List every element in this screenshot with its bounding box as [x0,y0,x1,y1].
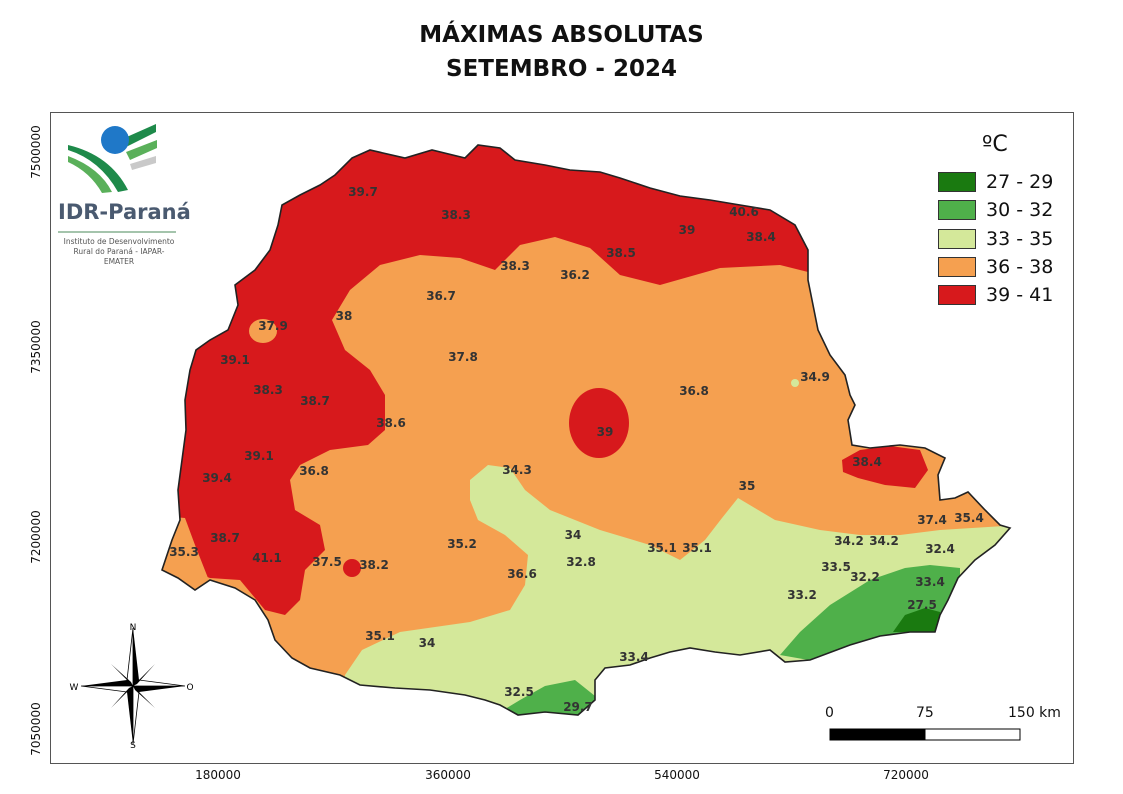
station-value: 37.4 [917,513,947,527]
legend-label: 27 - 29 [986,171,1054,193]
map-title-line2: SETEMBRO - 2024 [446,56,677,82]
station-value: 37.5 [312,555,342,569]
station-value: 29.7 [563,700,593,714]
station-value: 36.2 [560,268,590,282]
station-value: 38.3 [500,259,530,273]
station-value: 33.4 [619,650,649,664]
compass-w: W [70,683,79,693]
station-value: 38.7 [300,394,330,408]
compass-rose-icon: N S O W [70,623,194,751]
station-value: 35.1 [682,541,712,555]
scale-bar [829,728,1021,741]
map-title-line1: MÁXIMAS ABSOLUTAS [419,22,704,48]
legend-item: 33 - 35 [938,228,1053,250]
station-value: 35.2 [447,537,477,551]
station-value: 38.7 [210,531,240,545]
x-tick-label: 180000 [195,768,241,782]
station-value: 33.2 [787,588,817,602]
station-value: 39.1 [220,353,250,367]
x-tick-label: 360000 [425,768,471,782]
station-value: 36.6 [507,567,537,581]
station-value: 35 [739,479,756,493]
scale-label-75: 75 [916,705,934,721]
logo-subtitle: Instituto de Desenvolvimento Rural do Pa… [60,237,178,267]
station-value: 38.4 [746,230,776,244]
station-value: 39.1 [244,449,274,463]
station-value: 33.5 [821,560,851,574]
scale-label-0: 0 [825,705,834,721]
station-value: 34 [419,636,436,650]
logo-subtitle-line1: Instituto de Desenvolvimento [63,237,175,246]
legend-title: ºC [982,132,1008,157]
station-value: 34.2 [869,534,899,548]
station-value: 32.5 [504,685,534,699]
station-value: 35.1 [647,541,677,555]
compass-s: S [130,741,136,751]
station-value: 27.5 [907,598,937,612]
legend-swatch [938,172,976,192]
station-value: 36.7 [426,289,456,303]
station-value: 34 [565,528,582,542]
legend-swatch [938,285,976,305]
station-value: 32.8 [566,555,596,569]
legend-item: 30 - 32 [938,199,1053,221]
station-value: 38.2 [359,558,389,572]
station-value: 36.8 [299,464,329,478]
station-value: 37.9 [258,319,288,333]
legend-label: 33 - 35 [986,228,1054,250]
map-frame [50,112,1074,764]
x-tick-label: 540000 [654,768,700,782]
station-value: 38.6 [376,416,406,430]
station-labels: 39.7 38.3 39 40.6 38.4 38.5 38.3 36.2 36… [169,185,984,714]
logo-name: IDR-Paraná [58,200,191,224]
station-value: 34.9 [800,370,830,384]
station-value: 38.3 [253,383,283,397]
station-value: 39 [597,425,614,439]
station-value: 35.1 [365,629,395,643]
station-value: 35.3 [169,545,199,559]
station-value: 39.7 [348,185,378,199]
legend-label: 36 - 38 [986,256,1054,278]
legend-label: 39 - 41 [986,284,1054,306]
x-tick-label: 720000 [883,768,929,782]
compass-n: N [130,623,137,633]
station-value: 33.4 [915,575,945,589]
station-value: 32.2 [850,570,880,584]
legend-swatch [938,229,976,249]
station-value: 36.8 [679,384,709,398]
station-value: 32.4 [925,542,955,556]
legend-swatch [938,257,976,277]
station-value: 41.1 [252,551,282,565]
logo-emblem-icon [58,124,176,233]
station-value: 37.8 [448,350,478,364]
station-value: 34.2 [834,534,864,548]
station-value: 35.4 [954,511,984,525]
station-value: 38.5 [606,246,636,260]
compass-e: O [186,683,193,693]
legend-item: 36 - 38 [938,256,1053,278]
station-value: 38 [336,309,353,323]
station-value: 34.3 [502,463,532,477]
legend-item: 39 - 41 [938,284,1053,306]
scale-label-150: 150 km [1008,705,1061,721]
station-value: 38.3 [441,208,471,222]
legend-label: 30 - 32 [986,199,1054,221]
legend-swatch [938,200,976,220]
station-value: 39 [679,223,696,237]
legend-item: 27 - 29 [938,171,1053,193]
logo-subtitle-line2: Rural do Paraná - IAPAR-EMATER [73,247,165,266]
station-value: 39.4 [202,471,232,485]
station-value: 40.6 [729,205,759,219]
station-value: 38.4 [852,455,882,469]
